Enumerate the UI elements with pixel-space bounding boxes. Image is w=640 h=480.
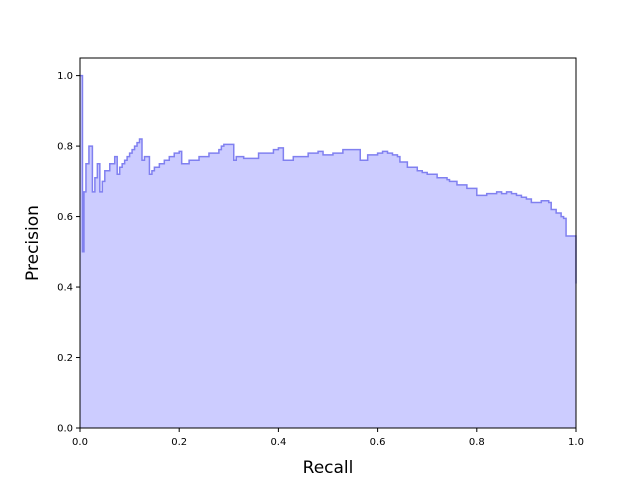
y-tick-label: 0.4 [57,283,73,294]
y-tick-label: 0.8 [57,142,73,153]
y-tick-label: 1.0 [57,71,73,82]
y-axis-ticks: 0.0 0.2 0.4 0.6 0.8 1.0 [57,71,80,435]
x-axis-ticks: 0.0 0.2 0.4 0.6 0.8 1.0 [72,428,584,448]
x-tick-label: 0.2 [171,437,187,448]
x-axis-label: Recall [303,458,354,478]
y-tick-label: 0.0 [57,424,73,435]
x-tick-label: 1.0 [568,437,584,448]
y-tick-label: 0.6 [57,212,73,223]
x-tick-label: 0.0 [72,437,88,448]
x-tick-label: 0.6 [370,437,386,448]
y-tick-label: 0.2 [57,353,73,364]
plot-area [79,57,577,429]
precision-step-line [80,74,577,284]
x-tick-label: 0.4 [270,437,286,448]
x-tick-label: 0.8 [469,437,485,448]
axes-frame [79,57,577,429]
y-axis-label: Precision [23,205,43,281]
precision-area-fill [80,75,576,429]
